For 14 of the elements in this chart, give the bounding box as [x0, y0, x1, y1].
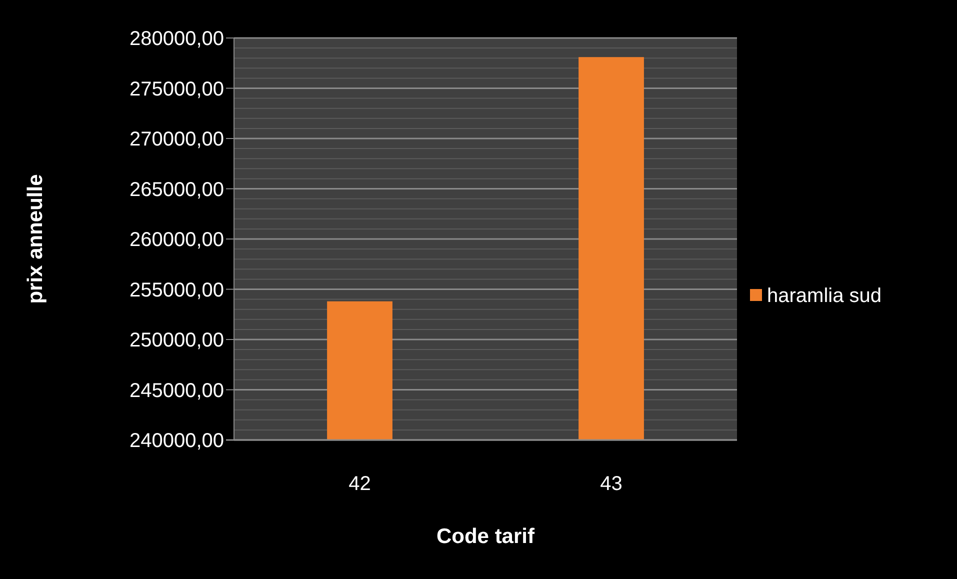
y-tick-label: 245000,00 — [129, 380, 224, 402]
x-tick-label: 43 — [600, 473, 622, 495]
y-tick-label: 255000,00 — [129, 279, 224, 302]
x-tick-label: 42 — [348, 473, 371, 495]
y-tick-label: 270000,00 — [129, 128, 224, 150]
y-tick-label: 260000,00 — [129, 229, 224, 251]
y-axis-title: prix anneulle — [24, 174, 47, 304]
y-tick-label: 240000,00 — [129, 430, 224, 452]
legend-label: haramlia sud — [767, 285, 882, 307]
x-axis-title: Code tarif — [436, 525, 536, 548]
y-tick-label: 250000,00 — [129, 330, 224, 352]
y-tick-label: 280000,00 — [129, 28, 224, 50]
y-tick-label: 265000,00 — [129, 178, 224, 201]
y-tick-label: 275000,00 — [129, 78, 224, 100]
